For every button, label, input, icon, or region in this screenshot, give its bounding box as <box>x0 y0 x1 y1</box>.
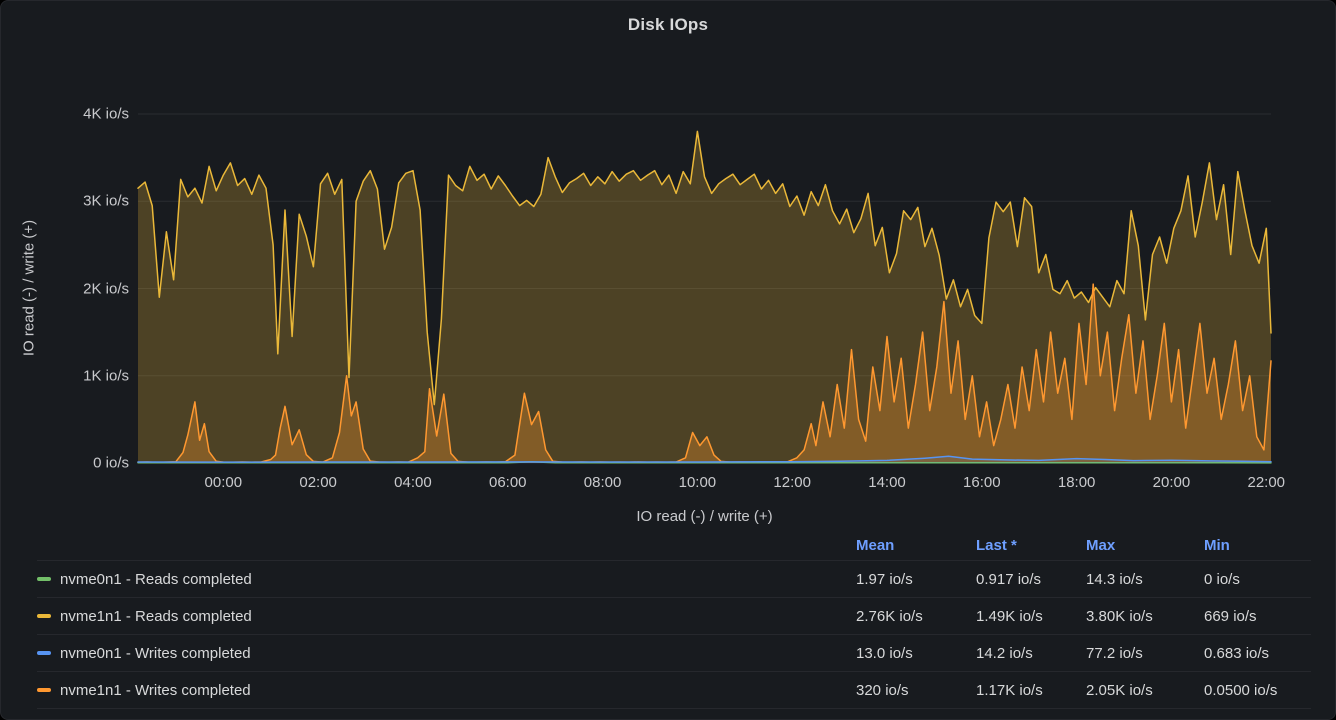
legend-row-nvme1n1-reads: nvme1n1 - Reads completed 2.76K io/s 1.4… <box>37 597 1311 634</box>
series-label[interactable]: nvme1n1 - Reads completed <box>60 607 252 625</box>
legend-value-last: 14.2 io/s <box>976 644 1033 662</box>
legend-table: Mean Last * Max Min nvme0n1 - Reads comp… <box>37 530 1311 709</box>
legend-value-min: 0.683 io/s <box>1204 644 1270 662</box>
x-axis-tick-label: 20:00 <box>1152 474 1191 491</box>
y-axis-tick-label: 1K io/s <box>83 367 129 385</box>
legend-value-min: 0.0500 io/s <box>1204 681 1278 699</box>
legend-col-min[interactable]: Min <box>1204 536 1230 554</box>
legend-row-nvme1n1-writes: nvme1n1 - Writes completed 320 io/s 1.17… <box>37 671 1311 708</box>
legend-row-nvme0n1-reads: nvme0n1 - Reads completed 1.97 io/s 0.91… <box>37 560 1311 597</box>
legend-value-min: 0 io/s <box>1204 570 1240 588</box>
x-axis-tick-label: 10:00 <box>678 474 717 491</box>
series-area-nvme0n1-writes <box>138 456 1271 463</box>
legend-value-min: 669 io/s <box>1204 607 1257 625</box>
legend-value-mean: 320 io/s <box>856 681 909 699</box>
legend-header-row: Mean Last * Max Min <box>37 530 1311 560</box>
series-line-nvme0n1-reads <box>137 461 1272 464</box>
legend-col-last[interactable]: Last * <box>976 536 1017 554</box>
y-axis-ticks: 0 io/s 1K io/s 2K io/s 3K io/s 4K io/s <box>1 106 129 472</box>
series-area-nvme1n1-reads <box>138 131 1271 463</box>
series-line-nvme1n1-reads <box>137 130 1272 406</box>
series-label[interactable]: nvme0n1 - Reads completed <box>60 570 252 588</box>
legend-value-mean: 1.97 io/s <box>856 570 913 588</box>
x-axis-tick-label: 02:00 <box>299 474 337 491</box>
x-axis-tick-label: 08:00 <box>583 474 622 491</box>
legend-value-max: 3.80K io/s <box>1086 607 1153 625</box>
legend-value-last: 1.49K io/s <box>976 607 1043 625</box>
legend-col-max[interactable]: Max <box>1086 536 1116 554</box>
x-axis-tick-label: 04:00 <box>394 474 432 491</box>
legend-value-mean: 13.0 io/s <box>856 644 913 662</box>
y-axis-tick-label: 0 io/s <box>93 454 129 472</box>
x-axis-tick-label: 22:00 <box>1247 474 1286 491</box>
series-line-nvme0n1-writes <box>137 455 1272 463</box>
x-axis-title: IO read (-) / write (+) <box>636 508 773 525</box>
x-axis-tick-label: 18:00 <box>1057 474 1096 491</box>
legend-value-max: 2.05K io/s <box>1086 681 1153 699</box>
series-label[interactable]: nvme1n1 - Writes completed <box>60 681 251 699</box>
series-area-nvme1n1-writes <box>138 284 1271 463</box>
x-axis-tick-label: 00:00 <box>204 474 243 491</box>
x-axis-ticks: 00:00 02:00 04:00 06:00 08:00 10:00 12:00 14:00… <box>1 474 1335 496</box>
series-color-swatch-icon <box>37 650 51 655</box>
legend-row-nvme0n1-writes: nvme0n1 - Writes completed 13.0 io/s 14.… <box>37 634 1311 671</box>
series-color-swatch-icon <box>37 576 51 581</box>
series-color-swatch-icon <box>37 613 51 618</box>
y-axis-tick-label: 2K io/s <box>83 280 129 297</box>
x-axis-tick-label: 16:00 <box>963 474 1001 491</box>
panel-title[interactable]: Disk IOps <box>627 15 709 34</box>
legend-value-max: 14.3 io/s <box>1086 570 1143 588</box>
y-axis-tick-label: 4K io/s <box>83 105 129 123</box>
series-label[interactable]: nvme0n1 - Writes completed <box>60 644 251 662</box>
legend-value-mean: 2.76K io/s <box>856 607 923 625</box>
legend-value-last: 1.17K io/s <box>976 681 1043 699</box>
x-axis-tick-label: 06:00 <box>488 474 527 491</box>
legend-col-mean[interactable]: Mean <box>856 536 895 554</box>
y-axis-tick-label: 3K io/s <box>83 192 129 210</box>
legend-value-max: 77.2 io/s <box>1086 644 1143 662</box>
plot-area[interactable] <box>137 113 1272 464</box>
x-axis-tick-label: 12:00 <box>773 474 811 491</box>
legend-value-last: 0.917 io/s <box>976 570 1042 588</box>
series-color-swatch-icon <box>37 687 51 692</box>
x-axis-tick-label: 14:00 <box>868 474 906 491</box>
